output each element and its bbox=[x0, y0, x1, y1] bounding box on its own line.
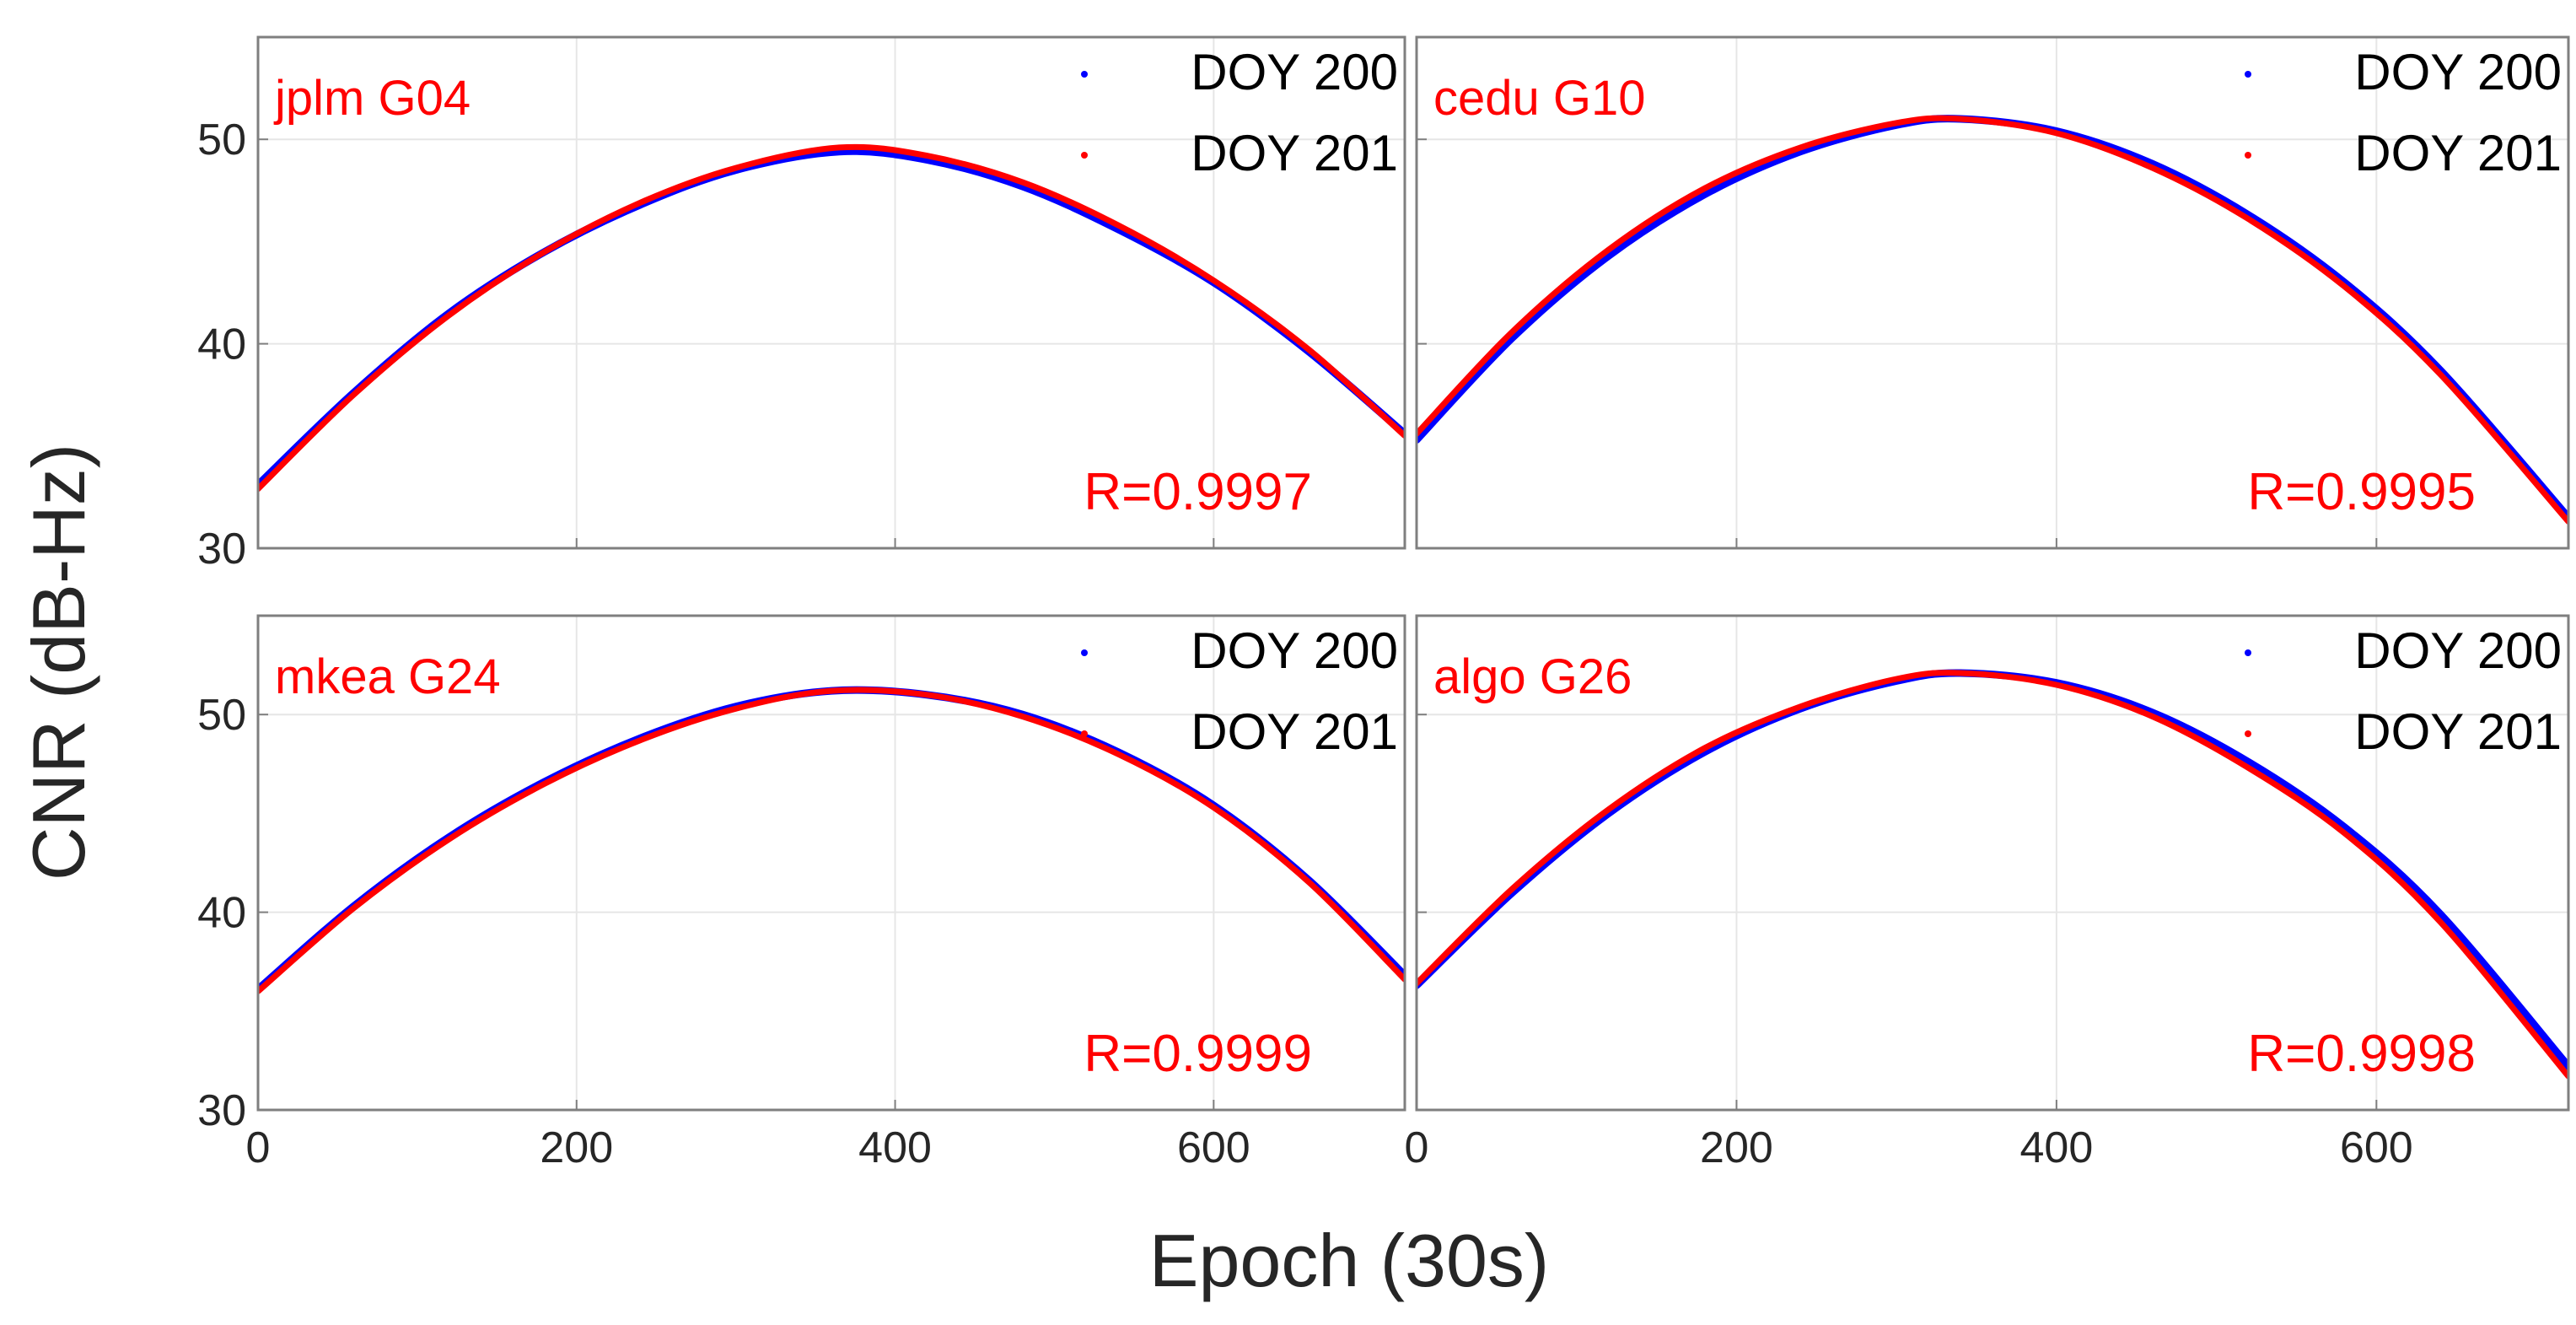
series-line-doy201 bbox=[1417, 670, 2568, 1080]
panel-label: cedu G10 bbox=[1433, 71, 1646, 126]
legend-entry: DOY 201 bbox=[2354, 125, 2562, 181]
x-tick-label: 600 bbox=[2340, 1123, 2413, 1172]
legend-entry: DOY 200 bbox=[2354, 622, 2562, 679]
x-tick-label: 200 bbox=[1700, 1123, 1773, 1172]
correlation-label: R=0.9997 bbox=[1084, 463, 1312, 521]
x-tick-label: 600 bbox=[1177, 1123, 1250, 1172]
panel-2: cedu G10 R=0.9995 DOY 200 DOY 201 bbox=[1415, 35, 2570, 550]
panel-label: algo G26 bbox=[1433, 649, 1632, 704]
panel-label: jplm G04 bbox=[273, 71, 471, 126]
legend-marker-doy201 bbox=[1081, 152, 1088, 159]
legend-marker-doy201 bbox=[1081, 730, 1088, 737]
correlation-label: R=0.9999 bbox=[1084, 1025, 1312, 1083]
axes-box bbox=[1415, 614, 2570, 1112]
x-tick-label: 200 bbox=[540, 1123, 613, 1172]
legend-entry: DOY 200 bbox=[1191, 622, 1398, 679]
legend-marker-doy201 bbox=[2245, 152, 2251, 159]
x-tick-label: 0 bbox=[246, 1123, 271, 1172]
axes-box bbox=[256, 35, 1406, 550]
x-axis-label: Epoch (30s) bbox=[1149, 1219, 1549, 1302]
correlation-label: R=0.9995 bbox=[2247, 463, 2476, 521]
axes-box bbox=[256, 614, 1406, 1112]
x-tick-label: 400 bbox=[2020, 1123, 2094, 1172]
legend-entry: DOY 201 bbox=[1191, 125, 1398, 181]
panel-4: 0 200 400 600 algo G26 R=0.9998 DOY 200 DOY 201 bbox=[1405, 614, 2570, 1172]
y-tick-label: 50 bbox=[197, 116, 246, 164]
y-tick-label: 50 bbox=[197, 691, 246, 740]
series-line-doy201 bbox=[258, 143, 1405, 493]
y-tick-label: 30 bbox=[197, 1086, 246, 1135]
y-tick-label: 40 bbox=[197, 889, 246, 938]
panel-label: mkea G24 bbox=[275, 649, 501, 704]
x-tick-label: 0 bbox=[1405, 1123, 1429, 1172]
legend-entry: DOY 201 bbox=[1191, 703, 1398, 760]
series-line-doy201 bbox=[258, 687, 1405, 994]
y-axis-label: CNR (dB-Hz) bbox=[17, 444, 100, 881]
legend-marker-doy201 bbox=[2245, 730, 2251, 737]
legend-entry: DOY 200 bbox=[1191, 44, 1398, 100]
series-line-doy201 bbox=[1417, 115, 2568, 525]
correlation-label: R=0.9998 bbox=[2247, 1025, 2476, 1083]
panel-1: 30 40 50 jplm G04 R=0.9997 DOY 200 DOY 201 bbox=[197, 35, 1406, 574]
panel-3: 30 40 50 0 200 400 600 mkea G24 R=0.9999 DOY 200 D… bbox=[197, 614, 1406, 1172]
legend-marker-doy200 bbox=[1081, 649, 1088, 656]
legend-marker-doy200 bbox=[1081, 71, 1088, 78]
y-tick-label: 40 bbox=[197, 320, 246, 369]
legend-marker-doy200 bbox=[2245, 71, 2251, 78]
legend-entry: DOY 200 bbox=[2354, 44, 2562, 100]
y-tick-label: 30 bbox=[197, 525, 246, 574]
legend-marker-doy200 bbox=[2245, 649, 2251, 656]
x-tick-label: 400 bbox=[858, 1123, 932, 1172]
legend-entry: DOY 201 bbox=[2354, 703, 2562, 760]
axes-box bbox=[1415, 35, 2570, 550]
